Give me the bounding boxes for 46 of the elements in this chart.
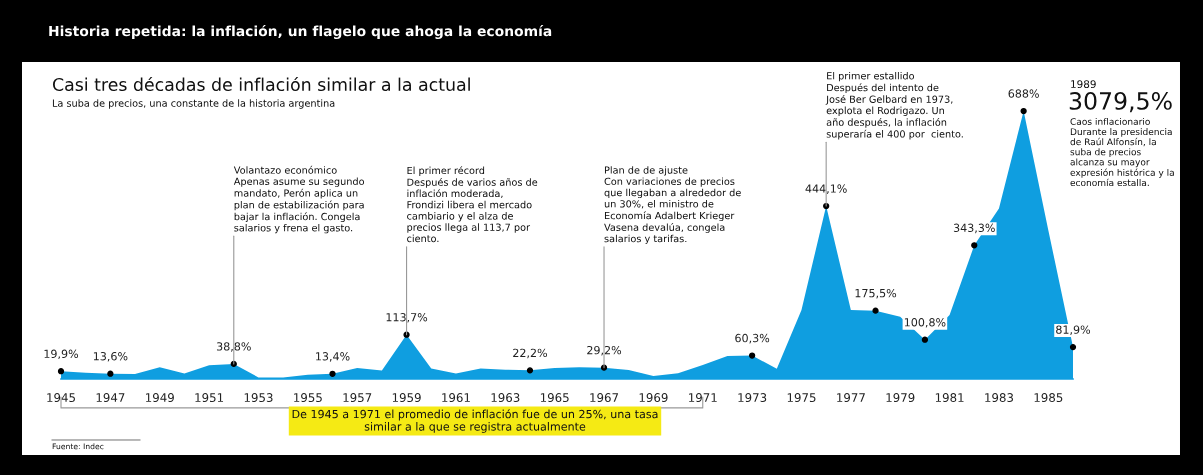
x-tick-label: 1971 <box>689 393 717 403</box>
data-label: 29,2% <box>587 345 622 356</box>
annotation: Caos inflacionario Durante la presidencia de Raúl Alfonsín, la suba de precios alcanza su mayor expresión histórica y la economía estalla. <box>1070 118 1174 187</box>
x-tick-label: 1961 <box>442 393 470 403</box>
annotation: 3079,5% <box>1069 91 1172 113</box>
x-tick-label: 1981 <box>935 393 964 403</box>
x-tick-label: 1969 <box>639 393 668 403</box>
x-tick-label: 1979 <box>886 393 915 403</box>
chart-subtitle: Casi tres décadas de inflación similar a la actual <box>52 76 470 92</box>
data-label: 13,6% <box>93 352 128 362</box>
data-label: 22,2% <box>513 348 548 359</box>
text: 1989 <box>1071 80 1096 89</box>
data-label: 343,3% <box>953 223 995 234</box>
x-tick-label: 1973 <box>738 393 767 403</box>
data-label: 13,4% <box>316 352 350 362</box>
data-label: 100,8% <box>904 318 946 328</box>
annotation: Volantazo económico Apenas asume su segundo mandato, Perón aplica un plan de estabilización para bajar la inflación. Congela salarios y frena el gasto. <box>233 165 365 234</box>
x-tick-label: 1965 <box>540 393 569 403</box>
data-label: 38,8% <box>216 342 251 352</box>
x-tick-label: 1975 <box>787 393 816 403</box>
data-label: 688% <box>1008 89 1039 98</box>
x-tick-label: 1963 <box>491 393 520 403</box>
annotation: El primer récord Después de varios años de inflación moderada, Frondizi libera el mercado cambiario y el alza de precios llega al 113,7 por ciento. <box>407 166 538 243</box>
x-tick-label: 1953 <box>244 393 273 403</box>
annotation: Plan de de ajuste Con variaciones de precios que llegaban a alrededor de un 30%, el ministro de Economía Adalbert Krieger Vasena devalúa, congela salarios y tarifas. <box>604 166 741 245</box>
x-tick-label: 1947 <box>96 393 125 403</box>
x-tick-label: 1959 <box>392 393 421 403</box>
x-tick-label: 1985 <box>1034 393 1063 403</box>
chart-title: Historia repetida: la inflación, un flagelo que ahoga la economía <box>49 24 552 40</box>
data-label: 19,9% <box>44 349 79 360</box>
data-label: 444,1% <box>805 184 847 194</box>
annotation: El primer estallido Después del intento de José Ber Gelbard en 1973, explota el Rodrigazo. Un año después, la inflación superaría el 400 por ciento. <box>825 71 963 140</box>
data-label: 175,5% <box>855 288 897 299</box>
data-label: 81,9% <box>1056 325 1091 335</box>
x-tick-label: 1957 <box>343 393 372 403</box>
text: La suba de precios, una constante de la historia argentina <box>52 99 335 109</box>
x-tick-label: 1955 <box>294 393 322 403</box>
x-tick-label: 1951 <box>195 393 224 403</box>
text: De 1945 a 1971 el promedio de inflación fue de un 25%, una tasa similar a la que se registra actualmente <box>292 409 658 433</box>
x-tick-label: 1945 <box>47 393 75 403</box>
x-tick-label: 1949 <box>146 393 174 403</box>
x-tick-label: 1983 <box>985 393 1014 403</box>
x-tick-label: 1967 <box>590 393 619 403</box>
x-tick-label: 1977 <box>837 393 865 403</box>
data-label: 113,7% <box>386 313 428 323</box>
data-label: 60,3% <box>735 333 770 344</box>
